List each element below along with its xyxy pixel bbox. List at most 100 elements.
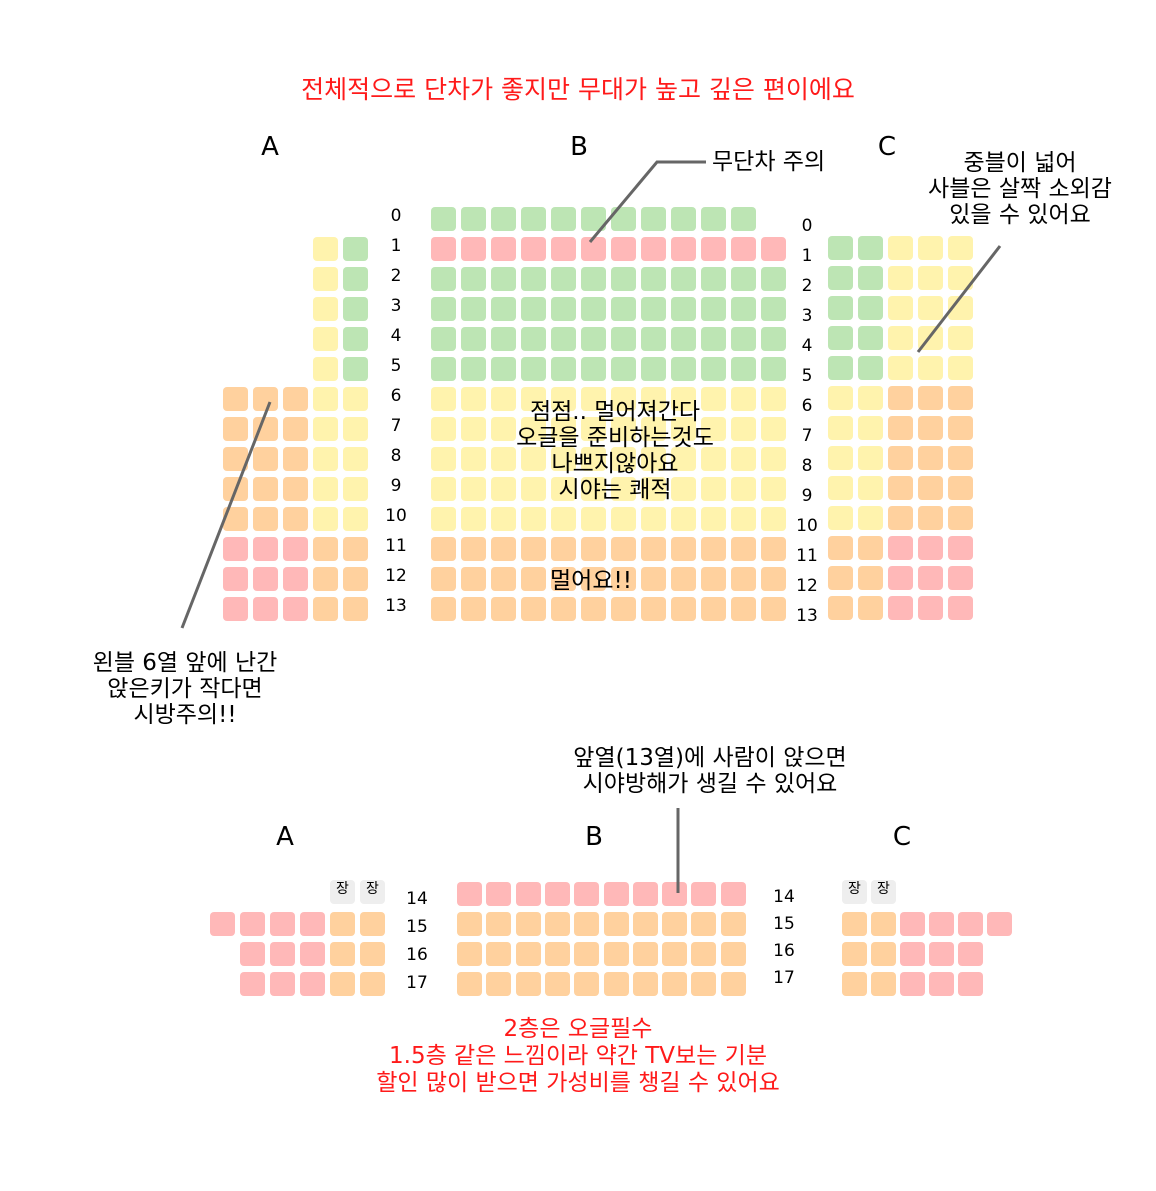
seat-b [671,507,696,531]
seat-b [701,237,726,261]
seat-b [461,207,486,231]
seat-b [581,477,606,501]
section-label-c-floor2: C [892,822,912,852]
seat-b [701,597,726,621]
seat-c [948,386,973,410]
seat-c [888,506,913,530]
seat-a [343,357,368,381]
chart-title: 전체적으로 단차가 좋지만 무대가 높고 깊은 편이에요 [301,75,855,104]
seat-b [641,567,666,591]
seat-b [671,477,696,501]
seat-c-floor2 [929,972,954,996]
seat-b [431,387,456,411]
seat-a [343,447,368,471]
note-center-line-3: 나쁘지않아요 [551,451,679,477]
seat-c [888,266,913,290]
seat-c [918,566,943,590]
seat-a-floor2 [360,912,385,936]
seat-a-floor2 [240,912,265,936]
seat-b [671,417,696,441]
seat-b [701,417,726,441]
seat-b [671,327,696,351]
seat-a [313,237,338,261]
seat-b [581,237,606,261]
seat-a [253,597,278,621]
seat-b [551,387,576,411]
seat-c-floor2 [958,972,983,996]
seat-b [461,477,486,501]
seat-c-floor2 [900,912,925,936]
seat-b [581,567,606,591]
seat-c [918,506,943,530]
seat-b [761,237,786,261]
note-wide-aisle-line-3: 있을 수 있어요 [949,202,1091,228]
seat-b [611,417,636,441]
seat-a [313,267,338,291]
seat-b [611,357,636,381]
seat-b [671,297,696,321]
seat-c [858,596,883,620]
seat-b [461,447,486,471]
seat-c [828,416,853,440]
seat-a [283,507,308,531]
seat-b [761,327,786,351]
seat-b [761,477,786,501]
seat-c-floor2 [929,942,954,966]
seat-b [551,417,576,441]
seat-c [918,416,943,440]
seat-b-floor2 [603,972,629,996]
seat-b [521,507,546,531]
seat-b [611,387,636,411]
row-number: 4 [801,336,813,356]
seat-c [888,236,913,260]
seat-b [551,507,576,531]
seat-c-floor2 [871,942,896,966]
seat-b [491,387,516,411]
seat-b [701,327,726,351]
pointer-line-no-step [588,160,706,243]
seat-a [283,477,308,501]
seat-b [731,357,756,381]
seat-b [671,267,696,291]
seat-a-floor2 [240,942,265,966]
seat-b-floor2 [544,912,570,936]
seat-b [761,297,786,321]
seat-c-floor2 [900,972,925,996]
seat-b [641,237,666,261]
note-left-block-line-3: 시방주의!! [133,702,237,728]
seat-b [671,357,696,381]
seat-b [731,597,756,621]
seat-c [828,446,853,470]
seat-b [431,507,456,531]
row-number: 3 [801,306,813,326]
seat-b-floor2 [544,882,570,906]
seat-a [343,297,368,321]
seat-b [551,327,576,351]
seat-b [461,507,486,531]
seat-a [283,417,308,441]
seat-b-floor2 [720,912,746,936]
seat-b [551,237,576,261]
seat-c [918,356,943,380]
seat-b [521,357,546,381]
seat-a-floor2 [300,942,325,966]
seat-b [521,387,546,411]
seat-b-floor2 [574,942,600,966]
seat-b [581,267,606,291]
note-no-step: 무단차 주의 [712,149,826,175]
seat-a [313,387,338,411]
seat-b-floor2 [720,972,746,996]
seat-a-floor2 [270,942,295,966]
row-number: 1 [390,236,402,256]
seat-b [671,207,696,231]
seat-b [611,597,636,621]
seat-a-floor2 [330,942,355,966]
seat-a [343,417,368,441]
seat-b [641,327,666,351]
seat-b [581,357,606,381]
seat-a-floor2 [300,972,325,996]
section-label-a: A [261,132,279,162]
seat-b [581,507,606,531]
seat-b [461,387,486,411]
